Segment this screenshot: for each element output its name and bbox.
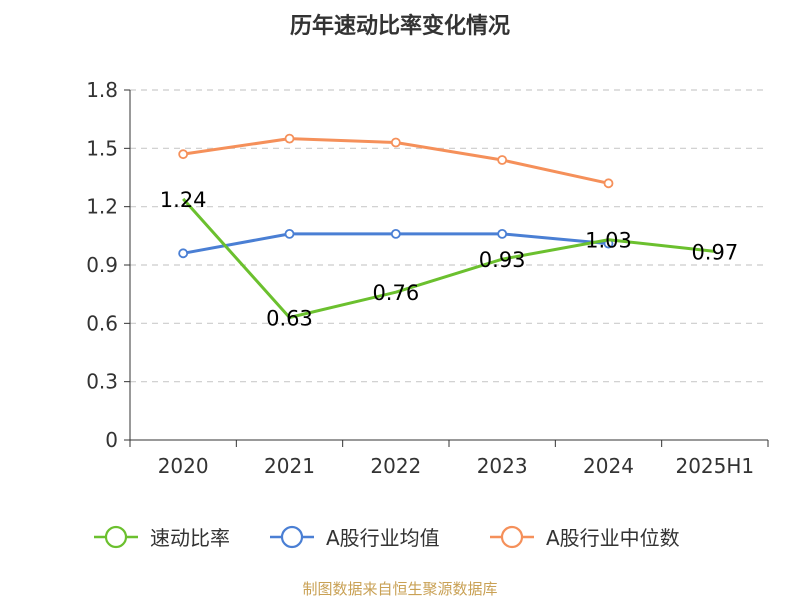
data-point [178, 149, 189, 160]
data-point [390, 228, 401, 239]
y-tick-label: 1.2 [86, 195, 118, 219]
legend: 速动比率 A股行业均值 A股行业中位数 [94, 525, 680, 550]
source-note: 制图数据来自恒生聚源数据库 [302, 580, 498, 598]
x-tick-label: 2023 [477, 454, 528, 478]
data-label: 1.24 [160, 188, 207, 212]
legend-label: A股行业均值 [326, 526, 440, 550]
x-tick-label: 2022 [370, 454, 421, 478]
data-label: 0.97 [691, 240, 738, 264]
axes: 0 0.3 0.6 0.9 1.2 1.5 1.8 2020 2021 2022 2023 2024 2… [86, 78, 769, 478]
series-line [182, 197, 715, 319]
x-tick-label: 2021 [264, 454, 315, 478]
data-point [178, 248, 189, 259]
data-label: 0.76 [372, 281, 419, 305]
data-label: 1.03 [585, 229, 632, 253]
data-label: 0.93 [479, 248, 526, 272]
data-point [603, 178, 614, 189]
legend-marker [104, 525, 128, 549]
data-point [497, 155, 508, 165]
series-lines [178, 133, 715, 319]
legend-marker [500, 525, 524, 549]
chart-title: 历年速动比率变化情况 [289, 14, 510, 39]
legend-marker [280, 525, 304, 549]
y-tick-label: 1.8 [86, 78, 118, 102]
data-point [497, 228, 508, 239]
grid-lines [130, 89, 768, 383]
legend-label: A股行业中位数 [546, 526, 680, 550]
y-tick-label: 0.3 [86, 370, 118, 394]
x-tick-label: 2024 [583, 454, 634, 478]
data-point [390, 137, 401, 148]
y-tick-label: 0.9 [86, 253, 118, 277]
y-tick-label: 0 [105, 428, 118, 452]
data-point [284, 228, 295, 239]
x-tick-label: 2025H1 [675, 454, 754, 478]
y-tick-label: 1.5 [86, 136, 118, 160]
y-tick-label: 0.6 [86, 311, 118, 335]
data-label: 0.63 [266, 307, 313, 331]
data-labels: 1.24 0.63 0.76 0.93 1.03 0.97 [160, 188, 738, 331]
x-tick-label: 2020 [158, 454, 209, 478]
data-point [284, 133, 295, 144]
legend-label: 速动比率 [150, 526, 230, 550]
